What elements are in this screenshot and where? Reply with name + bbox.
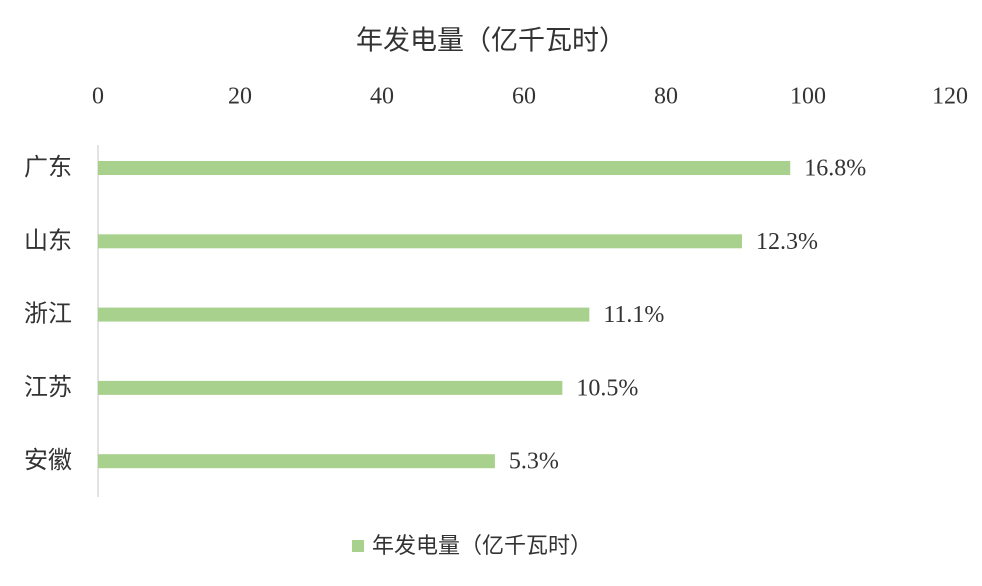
y-tick-label: 江苏 [24,373,72,401]
x-tick-label: 100 [790,84,826,110]
bar [98,380,563,395]
bar [98,161,791,175]
y-tick-label: 浙江 [24,300,72,328]
x-tick-label: 40 [370,84,394,110]
data-label: 10.5% [576,375,638,401]
x-tick-label: 60 [512,84,536,110]
y-tick-label: 安徽 [24,446,72,474]
y-tick-label: 广东 [24,153,72,181]
x-tick-label: 120 [932,84,968,110]
legend-marker [352,540,364,552]
x-tick-label: 80 [654,84,678,110]
x-tick-label: 0 [92,84,104,110]
data-label: 12.3% [756,229,818,255]
bar [98,234,742,249]
chart-title: 年发电量（亿千瓦时） [356,26,626,57]
data-label: 5.3% [509,449,559,475]
bar [98,454,495,469]
data-label: 11.1% [603,302,664,328]
bar [98,307,590,322]
legend-label: 年发电量（亿千瓦时） [372,534,592,559]
y-tick-label: 山东 [24,226,72,254]
x-tick-label: 20 [228,84,252,110]
data-label: 16.8% [804,156,866,182]
